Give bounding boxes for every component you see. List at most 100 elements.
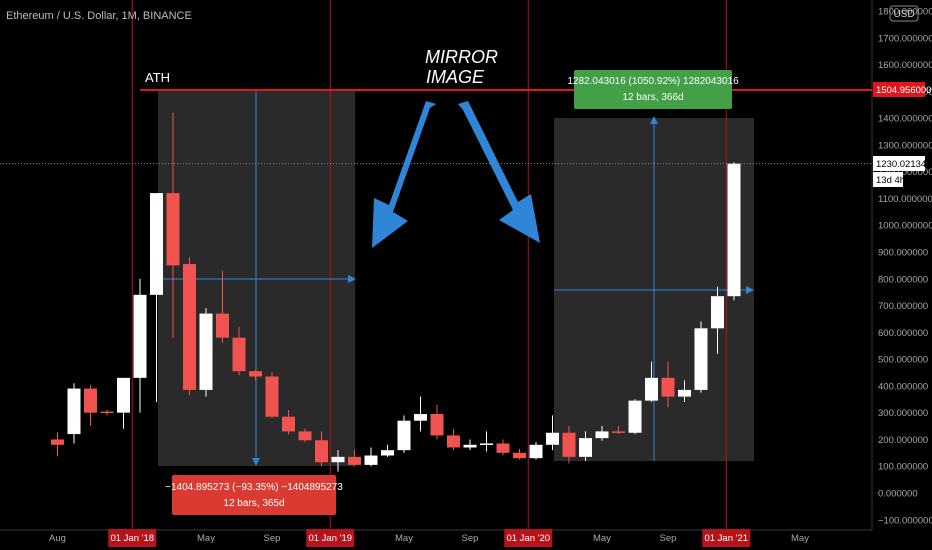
year-marker-tag [504,529,553,547]
candle-body[interactable] [645,377,658,401]
candle-body[interactable] [711,296,724,329]
candle-body[interactable] [694,328,708,390]
candle-body[interactable] [381,450,394,456]
candle-body[interactable] [480,443,493,445]
candle-body[interactable] [348,456,361,465]
price-tick-label: −100.000000 [878,515,932,526]
price-tick-label: 200.000000 [878,435,928,446]
candle-body[interactable] [678,389,691,397]
candle-body[interactable] [67,388,81,435]
price-tick-label: 1100.000000 [878,194,932,205]
price-tick-label: 1800.000000 [878,7,932,18]
candle-body[interactable] [315,440,328,463]
candle-body[interactable] [249,371,262,377]
candle-body[interactable] [546,432,559,445]
price-tick-label: 700.000000 [878,301,928,312]
time-tick-label: Aug [49,533,66,544]
price-tick-label: 1300.000000 [878,140,932,151]
candle-body[interactable] [414,414,427,421]
candle-body[interactable] [447,435,460,448]
candle-body[interactable] [216,313,229,338]
price-tick-label: 100.000000 [878,462,928,473]
candle-body[interactable] [150,193,163,295]
candle-body[interactable] [628,400,642,433]
candle-body[interactable] [331,456,345,463]
candle-body[interactable] [661,377,675,397]
price-tick-label: 300.000000 [878,408,928,419]
arrow-right-icon[interactable] [458,101,540,243]
candle-body[interactable] [513,452,526,459]
ath-price-tag: 1504.956000 [876,85,931,96]
time-tick-label: Sep [660,533,677,544]
time-tick-label: 01 Jan '18 [110,533,154,544]
candle-body[interactable] [265,376,279,417]
price-tick-label: 1400.000000 [878,114,932,125]
time-axis-bg [0,530,932,550]
time-tick-label: May [197,533,215,544]
time-tick-label: Sep [462,533,479,544]
chart-title: Ethereum / U.S. Dollar, 1M, BINANCE [6,10,192,22]
time-tick-label: May [593,533,611,544]
time-tick-label: 01 Jan '19 [308,533,352,544]
candle-body[interactable] [430,414,444,436]
range-label-2018-line1: −1404.895273 (−93.35%) −1404895273 [165,482,343,493]
candle-body[interactable] [199,313,213,390]
candle-body[interactable] [117,377,130,413]
candle-body[interactable] [298,431,312,441]
candle-body[interactable] [166,193,180,266]
candle-body[interactable] [100,411,114,414]
candle-body[interactable] [183,264,196,390]
ath-price-tag-bg [873,82,925,97]
ath-label: ATH [145,70,170,85]
price-tick-label: 500.000000 [878,355,928,366]
price-tick-label: 600.000000 [878,328,928,339]
candle-body[interactable] [133,294,147,378]
arrow-left-icon[interactable] [372,101,436,248]
time-axis[interactable]: Aug 01 Jan '18 May Sep 01 Jan '19 May Sep 01 Ja… [0,529,932,550]
candle-body[interactable] [51,439,64,445]
candle-body[interactable] [397,420,411,451]
range-label-2020-box [574,70,732,109]
candle-body[interactable] [529,444,543,459]
price-axis-bg [872,0,932,530]
year-marker-tag [702,529,751,547]
price-tick-label: 1000.000000 [878,221,932,232]
range-label-2020-line1: 1282.043016 (1050.92%) 1282043016 [567,76,739,87]
year-marker-tag [108,529,157,547]
candle-body[interactable] [612,431,625,433]
currency-badge[interactable]: USD [893,9,914,20]
price-tick-label: 1700.000000 [878,33,932,44]
countdown-tag: 13d 4h [876,175,905,186]
price-tick-label: 0.000000 [878,489,918,500]
currency-badge-frame[interactable] [889,5,919,22]
time-tick-label: May [791,533,809,544]
candle-body[interactable] [84,388,97,413]
candle-body[interactable] [232,337,246,372]
time-tick-label: May [395,533,413,544]
candle-body[interactable] [727,163,741,297]
candle-body[interactable] [562,432,576,457]
price-tick-label: 800.000000 [878,274,928,285]
time-tick-label: Sep [264,533,281,544]
price-tick-label: 400.000000 [878,381,928,392]
price-tick-label: 1200.000000 [878,167,932,178]
candle-body[interactable] [496,443,510,453]
last-price-tag: 1230.021349 [876,159,931,170]
candle-body[interactable] [282,416,295,432]
range-label-2018-box [172,475,336,515]
candle-body[interactable] [463,444,477,448]
last-price-tag-bg [873,156,925,171]
price-tick-label: 1600.000000 [878,60,932,71]
time-tick-label: 01 Jan '21 [704,533,748,544]
time-tick-label: 01 Jan '20 [506,533,550,544]
price-tick-label: 900.000000 [878,248,928,259]
year-marker-tag [306,529,355,547]
candle-body[interactable] [595,431,609,439]
candle-body[interactable] [579,438,592,457]
mirror-text-line1: MIRROR [425,47,498,67]
price-axis[interactable]: 1800.0000001700.0000001600.0000001500.00… [871,0,932,530]
countdown-tag-bg [873,172,903,187]
candle-body[interactable] [364,455,378,465]
range-label-2018-line2: 12 bars, 365d [223,498,284,509]
